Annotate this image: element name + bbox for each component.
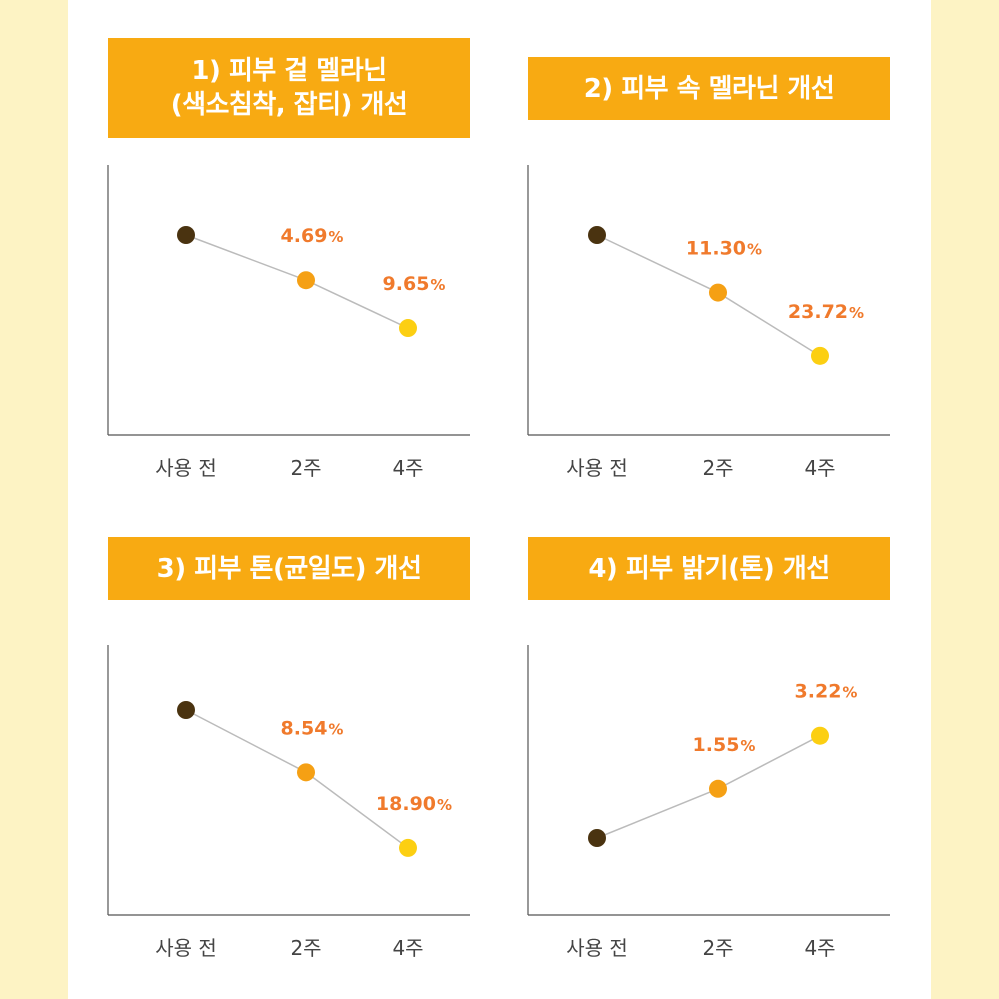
data-point-3 (399, 319, 417, 338)
data-point-2 (297, 271, 315, 290)
data-point-1 (177, 226, 195, 244)
value-label-3: 9.65% (383, 273, 446, 295)
data-point-3 (399, 838, 417, 857)
chart-2-title-line-1: 2) 피부 속 멜라닌 개선 (583, 73, 835, 104)
chart-2-title-banner: 2) 피부 속 멜라닌 개선 (528, 57, 890, 120)
x-tick-label-1: 사용 전 (566, 936, 628, 960)
x-tick-label-1: 사용 전 (155, 936, 217, 960)
x-tick-label-2: 2주 (702, 936, 733, 960)
data-point-1 (588, 226, 606, 244)
value-label-2: 11.30% (686, 238, 762, 260)
value-label-3: 3.22% (795, 681, 858, 703)
value-label-2: 1.55% (693, 734, 756, 756)
value-label-2: 4.69% (281, 225, 344, 247)
data-point-3 (811, 726, 829, 745)
x-tick-label-1: 사용 전 (566, 456, 628, 480)
chart-1-title-line-1: 1) 피부 겉 멜라닌 (191, 56, 387, 86)
data-point-3 (811, 346, 829, 365)
chart-1-title-line-2: (색소침착, 잡티) 개선 (170, 90, 408, 120)
infographic-card (68, 0, 931, 999)
data-point-2 (709, 283, 727, 302)
data-point-2 (297, 763, 315, 782)
x-tick-label-2: 2주 (290, 936, 321, 960)
value-label-2: 8.54% (281, 717, 344, 739)
chart-4-title-banner: 4) 피부 밝기(톤) 개선 (528, 537, 890, 600)
x-tick-label-2: 2주 (290, 456, 321, 480)
chart-1-title-banner: 1) 피부 겉 멜라닌 (색소침착, 잡티) 개선 (108, 38, 470, 138)
x-tick-label-3: 4주 (392, 936, 423, 960)
data-point-1 (588, 829, 606, 847)
x-tick-label-1: 사용 전 (155, 456, 217, 480)
chart-3-title-line-1: 3) 피부 톤(균일도) 개선 (156, 553, 422, 584)
x-tick-label-2: 2주 (702, 456, 733, 480)
chart-4-title-line-1: 4) 피부 밝기(톤) 개선 (588, 553, 830, 584)
x-tick-label-3: 4주 (804, 936, 835, 960)
value-label-3: 18.90% (376, 793, 452, 815)
data-point-1 (177, 701, 195, 719)
chart-3-title-banner: 3) 피부 톤(균일도) 개선 (108, 537, 470, 600)
x-tick-label-3: 4주 (392, 456, 423, 480)
x-tick-label-3: 4주 (804, 456, 835, 480)
data-point-2 (709, 779, 727, 798)
value-label-3: 23.72% (788, 301, 864, 323)
